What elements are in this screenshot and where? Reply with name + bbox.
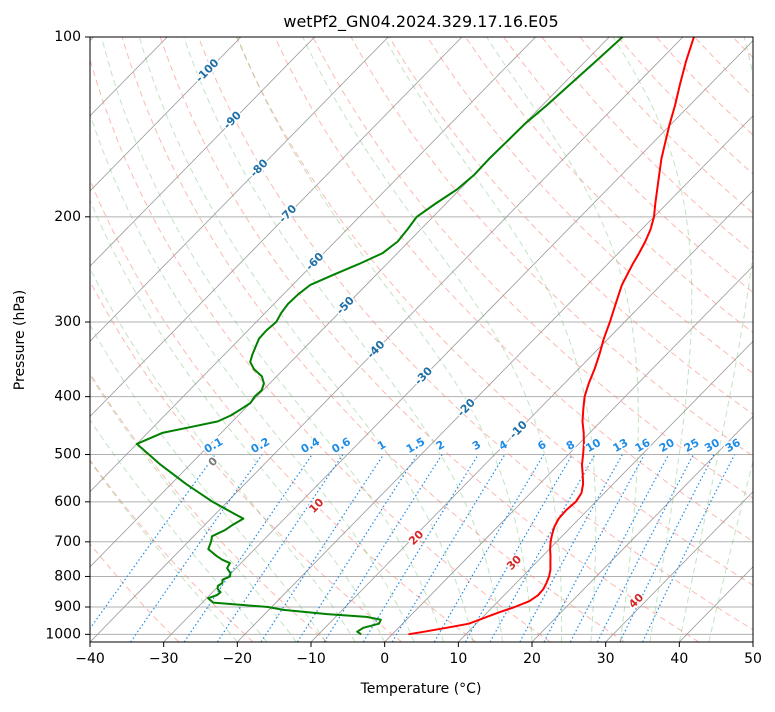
x-axis-label: Temperature (°C) (360, 681, 482, 697)
x-tick-label: 50 (744, 651, 762, 667)
x-tick-label: −30 (149, 651, 179, 667)
y-tick-label: 200 (54, 209, 81, 225)
chart-title: wetPf2_GN04.2024.329.17.16.E05 (283, 12, 558, 32)
y-tick-label: 800 (54, 568, 81, 584)
x-tick-label: 0 (380, 651, 389, 667)
y-tick-label: 500 (54, 447, 81, 463)
x-tick-label: 10 (449, 651, 467, 667)
y-tick-label: 400 (54, 389, 81, 405)
x-tick-label: 40 (670, 651, 688, 667)
y-tick-label: 600 (54, 494, 81, 510)
y-tick-label: 1000 (45, 626, 81, 642)
x-tick-label: −40 (75, 651, 105, 667)
y-axis-label: Pressure (hPa) (12, 290, 28, 390)
y-tick-label: 100 (54, 29, 81, 45)
x-tick-label: 30 (597, 651, 615, 667)
y-tick-label: 900 (54, 599, 81, 615)
y-tick-label: 300 (54, 314, 81, 330)
y-tick-label: 700 (54, 534, 81, 550)
x-tick-label: −20 (223, 651, 253, 667)
x-tick-label: 20 (523, 651, 541, 667)
x-tick-label: −10 (296, 651, 326, 667)
